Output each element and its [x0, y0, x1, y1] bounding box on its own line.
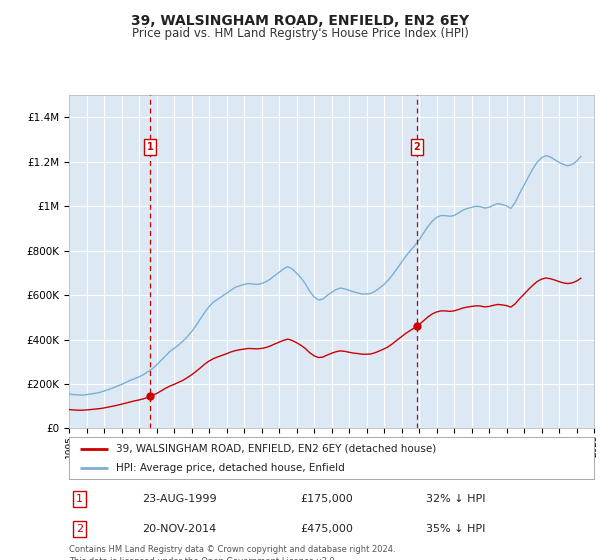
Text: 2: 2 [413, 142, 420, 152]
Text: 23-AUG-1999: 23-AUG-1999 [143, 494, 217, 504]
Text: 1: 1 [147, 142, 154, 152]
Text: 35% ↓ HPI: 35% ↓ HPI [426, 524, 485, 534]
Text: HPI: Average price, detached house, Enfield: HPI: Average price, detached house, Enfi… [116, 463, 345, 473]
Text: Price paid vs. HM Land Registry's House Price Index (HPI): Price paid vs. HM Land Registry's House … [131, 27, 469, 40]
Text: Contains HM Land Registry data © Crown copyright and database right 2024.
This d: Contains HM Land Registry data © Crown c… [69, 545, 395, 560]
Text: 39, WALSINGHAM ROAD, ENFIELD, EN2 6EY (detached house): 39, WALSINGHAM ROAD, ENFIELD, EN2 6EY (d… [116, 444, 437, 454]
Text: 32% ↓ HPI: 32% ↓ HPI [426, 494, 485, 504]
Text: 2: 2 [76, 524, 83, 534]
Text: £475,000: £475,000 [300, 524, 353, 534]
Text: 1: 1 [76, 494, 83, 504]
Text: £175,000: £175,000 [300, 494, 353, 504]
Text: 20-NOV-2014: 20-NOV-2014 [143, 524, 217, 534]
Text: 39, WALSINGHAM ROAD, ENFIELD, EN2 6EY: 39, WALSINGHAM ROAD, ENFIELD, EN2 6EY [131, 14, 469, 28]
